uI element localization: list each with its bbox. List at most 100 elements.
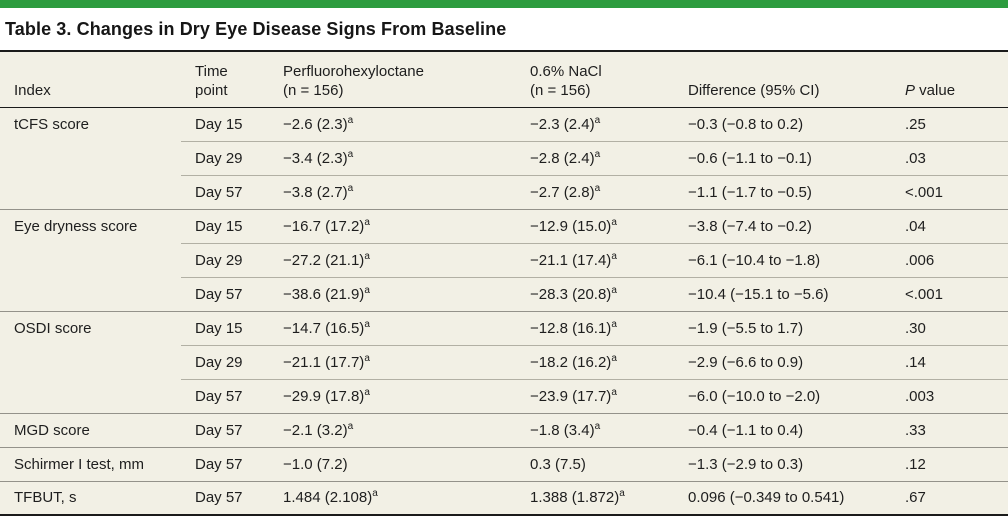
pfh-cell: −2.6 (2.3)a bbox=[269, 106, 516, 141]
footnote-a-marker: a bbox=[594, 182, 601, 194]
index-cell: OSDI score bbox=[0, 310, 181, 345]
timepoint-cell: Day 29 bbox=[181, 242, 269, 277]
difference-cell: −6.1 (−10.4 to −1.8) bbox=[674, 242, 891, 277]
footnote-a-marker: a bbox=[347, 148, 354, 160]
nacl-cell: −21.1 (17.4)a bbox=[516, 242, 674, 277]
pfh-cell: −38.6 (21.9)a bbox=[269, 276, 516, 311]
footnote-a-marker: a bbox=[364, 318, 370, 330]
footnote-a-marker: a bbox=[611, 284, 617, 296]
timepoint-cell: Day 57 bbox=[181, 276, 269, 311]
difference-cell: −1.9 (−5.5 to 1.7) bbox=[674, 310, 891, 345]
footnote-a-marker: a bbox=[611, 352, 617, 364]
difference-cell: −1.3 (−2.9 to 0.3) bbox=[674, 446, 891, 481]
index-cell: tCFS score bbox=[0, 106, 181, 141]
p-value-cell: .25 bbox=[891, 106, 1008, 141]
footnote-a-marker: a bbox=[594, 114, 601, 126]
timepoint-cell: Day 29 bbox=[181, 344, 269, 379]
pfh-cell: −27.2 (21.1)a bbox=[269, 242, 516, 277]
index-cell: MGD score bbox=[0, 412, 181, 447]
p-value-cell: .04 bbox=[891, 208, 1008, 243]
timepoint-cell: Day 57 bbox=[181, 480, 269, 515]
table-row-dryness-day29: Day 29 −27.2 (21.1)a −21.1 (17.4)a −6.1 … bbox=[0, 242, 1008, 277]
nacl-cell: −12.8 (16.1)a bbox=[516, 310, 674, 345]
timepoint-cell: Day 15 bbox=[181, 106, 269, 141]
dry-eye-signs-table: Index Time point Perfluorohexyloctane (n… bbox=[0, 50, 1008, 516]
nacl-cell: 1.388 (1.872)a bbox=[516, 480, 674, 515]
footnote-a-marker: a bbox=[611, 216, 617, 228]
footnote-a-marker: a bbox=[364, 352, 370, 364]
table-row-tcfs-day57: Day 57 −3.8 (2.7)a −2.7 (2.8)a −1.1 (−1.… bbox=[0, 174, 1008, 209]
col-header-index: Index bbox=[0, 51, 181, 108]
footnote-a-marker: a bbox=[594, 148, 601, 160]
nacl-cell: −18.2 (16.2)a bbox=[516, 344, 674, 379]
table-row-tcfs-day15: tCFS score Day 15 −2.6 (2.3)a −2.3 (2.4)… bbox=[0, 106, 1008, 141]
p-value-cell: .67 bbox=[891, 480, 1008, 515]
difference-cell: −2.9 (−6.6 to 0.9) bbox=[674, 344, 891, 379]
pfh-cell: −3.4 (2.3)a bbox=[269, 140, 516, 175]
nacl-cell: −2.3 (2.4)a bbox=[516, 106, 674, 141]
p-value-cell: .006 bbox=[891, 242, 1008, 277]
p-value-cell: .30 bbox=[891, 310, 1008, 345]
col-header-p-value: P value bbox=[891, 51, 1008, 108]
timepoint-cell: Day 57 bbox=[181, 174, 269, 209]
footnote-a-marker: a bbox=[364, 284, 370, 296]
footnote-a-marker: a bbox=[347, 182, 354, 194]
footnote-a-marker: a bbox=[347, 114, 354, 126]
p-value-cell: .33 bbox=[891, 412, 1008, 447]
difference-cell: −6.0 (−10.0 to −2.0) bbox=[674, 378, 891, 413]
timepoint-cell: Day 57 bbox=[181, 446, 269, 481]
nacl-cell: −1.8 (3.4)a bbox=[516, 412, 674, 447]
footnote-a-marker: a bbox=[594, 420, 601, 432]
nacl-cell: 0.3 (7.5) bbox=[516, 446, 674, 481]
pfh-cell: −29.9 (17.8)a bbox=[269, 378, 516, 413]
timepoint-cell: Day 57 bbox=[181, 412, 269, 447]
table-row-dryness-day15: Eye dryness score Day 15 −16.7 (17.2)a −… bbox=[0, 208, 1008, 243]
table-row-tcfs-day29: Day 29 −3.4 (2.3)a −2.8 (2.4)a −0.6 (−1.… bbox=[0, 140, 1008, 175]
index-cell bbox=[0, 345, 181, 379]
header-row: Index Time point Perfluorohexyloctane (n… bbox=[0, 51, 1008, 108]
footnote-a-marker: a bbox=[364, 250, 370, 262]
nacl-cell: −23.9 (17.7)a bbox=[516, 378, 674, 413]
p-value-cell: .12 bbox=[891, 446, 1008, 481]
pfh-cell: −14.7 (16.5)a bbox=[269, 310, 516, 345]
nacl-cell: −2.7 (2.8)a bbox=[516, 174, 674, 209]
table-accent-bar bbox=[0, 0, 1008, 8]
table-row-tfbut-day57: TFBUT, s Day 57 1.484 (2.108)a 1.388 (1.… bbox=[0, 480, 1008, 515]
index-cell bbox=[0, 277, 181, 311]
pfh-cell: −16.7 (17.2)a bbox=[269, 208, 516, 243]
timepoint-cell: Day 57 bbox=[181, 378, 269, 413]
footnote-a-marker: a bbox=[364, 386, 370, 398]
index-cell: Eye dryness score bbox=[0, 208, 181, 243]
index-cell bbox=[0, 141, 181, 175]
col-header-time-point: Time point bbox=[181, 51, 269, 108]
p-value-cell: .003 bbox=[891, 378, 1008, 413]
footnote-a-marker: a bbox=[372, 488, 378, 500]
index-cell: TFBUT, s bbox=[0, 480, 181, 515]
difference-cell: −0.3 (−0.8 to 0.2) bbox=[674, 106, 891, 141]
footnote-a-marker: a bbox=[611, 250, 617, 262]
col-header-difference: Difference (95% CI) bbox=[674, 51, 891, 108]
nacl-cell: −28.3 (20.8)a bbox=[516, 276, 674, 311]
table-row-osdi-day57: Day 57 −29.9 (17.8)a −23.9 (17.7)a −6.0 … bbox=[0, 378, 1008, 413]
p-value-cell: <.001 bbox=[891, 276, 1008, 311]
p-value-cell: <.001 bbox=[891, 174, 1008, 209]
difference-cell: −10.4 (−15.1 to −5.6) bbox=[674, 276, 891, 311]
pfh-cell: −3.8 (2.7)a bbox=[269, 174, 516, 209]
col-header-nacl: 0.6% NaCl (n = 156) bbox=[516, 51, 674, 108]
difference-cell: 0.096 (−0.349 to 0.541) bbox=[674, 480, 891, 515]
nacl-cell: −12.9 (15.0)a bbox=[516, 208, 674, 243]
footnote-a-marker: a bbox=[611, 386, 617, 398]
footnote-a-marker: a bbox=[611, 318, 617, 330]
timepoint-cell: Day 15 bbox=[181, 310, 269, 345]
timepoint-cell: Day 15 bbox=[181, 208, 269, 243]
pfh-cell: −21.1 (17.7)a bbox=[269, 344, 516, 379]
col-header-perfluorohexyloctane: Perfluorohexyloctane (n = 156) bbox=[269, 51, 516, 108]
table-row-osdi-day15: OSDI score Day 15 −14.7 (16.5)a −12.8 (1… bbox=[0, 310, 1008, 345]
p-value-italic-p: P bbox=[905, 81, 916, 99]
footnote-a-marker: a bbox=[347, 420, 354, 432]
pfh-cell: −1.0 (7.2) bbox=[269, 446, 516, 481]
pfh-cell: 1.484 (2.108)a bbox=[269, 480, 516, 515]
footnote-a-marker: a bbox=[364, 216, 370, 228]
table-row-mgd-day57: MGD score Day 57 −2.1 (3.2)a −1.8 (3.4)a… bbox=[0, 412, 1008, 447]
